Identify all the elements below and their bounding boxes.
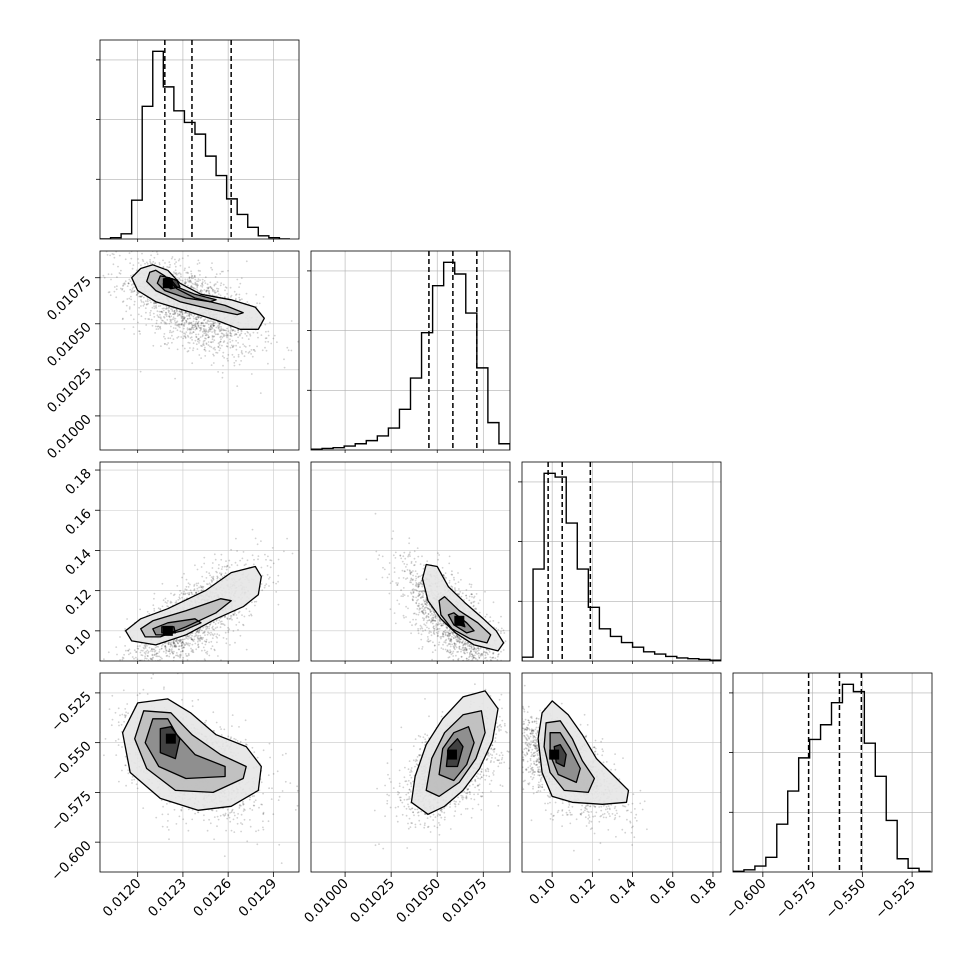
contour-line-0 [410, 690, 499, 815]
contour-line-0 [537, 700, 630, 805]
contour-line-1 [140, 598, 232, 638]
panel-frame [310, 672, 511, 873]
x-tick-label: −0.550 [823, 876, 870, 923]
x-tick-label: 0.01000 [301, 876, 352, 927]
density-peak [549, 749, 560, 760]
histogram-step [311, 261, 510, 450]
density-peak [165, 733, 176, 744]
contour-line-2 [156, 275, 217, 303]
y-tick-label: 0.10 [62, 626, 95, 659]
x-tick-label: 0.0129 [235, 876, 280, 921]
panel-frame [99, 672, 300, 873]
y-tick-label: −0.550 [48, 738, 95, 785]
contour-line-1 [438, 596, 492, 644]
panel-frame [310, 461, 511, 662]
contour-line-0 [121, 698, 262, 811]
density-peak [162, 278, 173, 289]
y-tick-label: −0.525 [48, 688, 95, 735]
contour-line-2 [438, 726, 475, 782]
contour-line-0 [131, 264, 265, 330]
contour-line-3 [445, 738, 464, 768]
density-fill-1 [439, 596, 491, 643]
histogram-panel-0 [96, 40, 299, 239]
contour-line-1 [425, 710, 486, 798]
x-tick-label: 0.01025 [347, 876, 398, 927]
contour-line-0 [124, 565, 262, 646]
panel-frame [99, 461, 300, 662]
contour-line-1 [134, 710, 247, 794]
x-tick-label: 0.12 [567, 876, 600, 909]
contour-line-3 [162, 277, 181, 290]
x-tick-label: 0.0123 [145, 876, 190, 921]
density-peak [162, 625, 173, 636]
y-tick-label: 0.01075 [44, 273, 95, 324]
y-tick-label: 0.12 [62, 586, 95, 619]
y-tick-label: 0.01000 [44, 411, 95, 462]
y-tick-label: 0.14 [62, 546, 95, 579]
scatter-panel-2-3 [522, 673, 721, 872]
x-tick-label: 0.01050 [393, 876, 444, 927]
scatter-panel-1-2 [311, 462, 510, 661]
panel-frame [99, 39, 300, 240]
panel-frame [521, 461, 722, 662]
panel-frame [521, 672, 722, 873]
histogram-panel-2 [518, 462, 721, 661]
panel-frame [99, 250, 300, 451]
contour-line-2 [144, 718, 226, 780]
contour-line-2 [549, 732, 581, 784]
contour-line-3 [553, 743, 567, 768]
histogram-step [733, 683, 931, 872]
y-tick-label: 0.01025 [44, 365, 95, 416]
scatter-panel-0-1 [100, 251, 299, 450]
x-tick-label: −0.600 [723, 876, 770, 923]
contour-line-1 [543, 720, 596, 794]
scatter-panel-1-3 [311, 673, 510, 872]
x-tick-label: 0.10 [526, 876, 559, 909]
density-peak [446, 749, 457, 760]
density-peak [454, 615, 465, 626]
y-tick-label: 0.16 [62, 506, 95, 539]
x-tick-label: 0.18 [687, 876, 720, 909]
histogram-panel-1 [307, 251, 510, 450]
histogram-step [100, 50, 290, 239]
x-tick-label: 0.0120 [100, 876, 145, 921]
histogram-panel-3 [729, 673, 932, 872]
contour-line-2 [447, 612, 475, 634]
histogram-step [522, 472, 721, 661]
scatter-panel-0-2 [100, 462, 299, 661]
contour-line-3 [454, 618, 466, 628]
contour-line-3 [159, 726, 181, 760]
x-tick-label: 0.14 [607, 876, 640, 909]
x-tick-label: 0.0126 [190, 876, 235, 921]
y-tick-label: 0.01050 [44, 319, 95, 370]
panel-frame [732, 672, 933, 873]
contour-line-3 [161, 626, 177, 634]
y-tick-label: −0.575 [48, 788, 95, 835]
x-tick-label: 0.01075 [439, 876, 490, 927]
y-tick-label: 0.18 [62, 466, 95, 499]
contour-line-2 [152, 618, 202, 636]
density-fill-1 [146, 270, 244, 315]
panel-frame [310, 250, 511, 451]
scatter-panel-0-3 [100, 673, 299, 872]
x-tick-label: 0.16 [647, 876, 680, 909]
x-tick-label: −0.575 [773, 876, 820, 923]
contour-line-0 [421, 563, 505, 652]
x-tick-label: −0.525 [872, 876, 919, 923]
contour-line-1 [146, 269, 244, 316]
y-tick-label: −0.600 [48, 838, 95, 885]
